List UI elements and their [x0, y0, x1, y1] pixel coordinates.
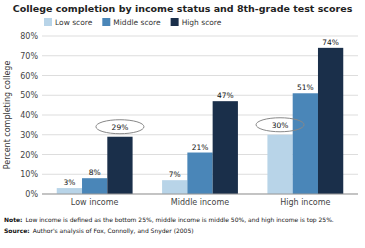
annotation: 29% [112, 123, 129, 132]
bar [213, 101, 238, 194]
legend-swatch [102, 18, 110, 26]
x-tick-label: High income [280, 198, 330, 207]
legend-swatch [44, 18, 52, 26]
x-axis: Low income Middle income High income [71, 198, 331, 207]
bar [162, 180, 187, 194]
legend: Low score Middle score High score [44, 18, 222, 27]
note-label: Note: [4, 216, 22, 223]
bar [82, 178, 107, 194]
legend-entry: Low score [55, 18, 93, 27]
data-label: 21% [192, 143, 209, 152]
annotation: 30% [272, 121, 289, 130]
y-tick-label: 70% [20, 52, 38, 61]
annotations: 29% 30% [96, 118, 304, 134]
bars [57, 48, 344, 194]
y-tick-label: 10% [20, 170, 38, 179]
data-label: 8% [89, 168, 101, 177]
x-tick-label: Middle income [171, 198, 229, 207]
highlight-ellipse [96, 120, 144, 134]
note-text: Low income is defined as the bottom 25%,… [25, 216, 333, 224]
highlight-ellipse [256, 118, 304, 132]
y-tick-label: 30% [20, 131, 38, 140]
title: College completion by income status and … [13, 3, 353, 14]
grid-line [42, 36, 358, 37]
bar [293, 93, 318, 194]
bar [107, 137, 132, 194]
y-tick-label: 50% [20, 91, 38, 100]
data-label: 3% [63, 178, 75, 187]
bar [187, 153, 212, 194]
legend-swatch [171, 18, 179, 26]
data-label: 51% [297, 83, 314, 92]
y-axis-label: Percent completing college [3, 61, 12, 170]
y-tick-label: 80% [20, 32, 38, 41]
legend-entry: High score [182, 18, 222, 27]
chart: College completion by income status and … [0, 0, 365, 248]
note-label: Source: [4, 227, 30, 234]
y-tick-label: 40% [20, 111, 38, 120]
grid-line [42, 194, 358, 195]
y-axis: 0% 10% 20% 30% 40% 50% 60% 70% 80% [20, 32, 358, 199]
y-tick-label: 0% [25, 190, 38, 199]
y-tick-label: 60% [20, 72, 38, 81]
notes: Note:Low income is defined as the bottom… [4, 216, 334, 235]
bar [57, 188, 82, 194]
grid-line [42, 75, 358, 76]
note-text: Author's analysis of Fox, Connolly, and … [33, 227, 194, 235]
legend-entry: Middle score [113, 18, 161, 27]
bar [318, 48, 343, 194]
y-tick-label: 20% [20, 151, 38, 160]
data-label: 74% [322, 38, 339, 47]
data-label: 7% [169, 170, 181, 179]
x-tick-label: Low income [71, 198, 119, 207]
x-axis-line [42, 194, 358, 195]
grid-line [42, 55, 358, 56]
data-label: 47% [217, 91, 234, 100]
bar [267, 135, 292, 194]
data-labels: 3% 7% 8% 21% 51% 47% 74% [63, 38, 339, 187]
